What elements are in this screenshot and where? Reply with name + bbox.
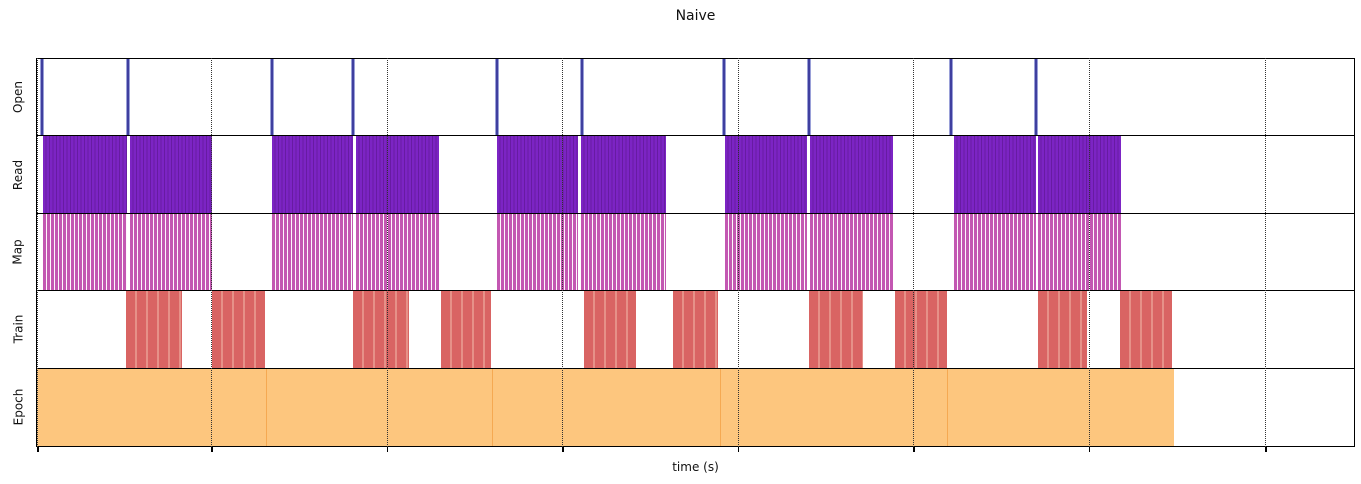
x-axis-ticks [36, 447, 1355, 453]
x-axis-label: time (s) [672, 460, 719, 474]
row-train-bars [37, 291, 1354, 368]
x-tick [913, 447, 915, 452]
y-axis-label-open: Open [3, 59, 33, 135]
open-bar [351, 59, 356, 136]
read-bar [42, 136, 127, 213]
train-bar [441, 291, 492, 368]
open-bar [806, 59, 811, 136]
y-axis-label-train: Train [3, 291, 33, 367]
row-open: Open [11, 59, 1354, 137]
train-bar [808, 291, 863, 368]
train-bar [1037, 291, 1088, 368]
read-bar [809, 136, 893, 213]
row-epoch: Epoch [11, 368, 1354, 446]
map-bar [725, 213, 807, 291]
y-axis-label-read: Read [3, 136, 33, 212]
x-tick [737, 447, 740, 452]
row-open-label: Open [11, 81, 25, 114]
map-bar [271, 213, 353, 291]
epoch-bar [719, 368, 947, 446]
open-bar [269, 59, 274, 136]
x-tick [1088, 447, 1091, 452]
epoch-bar [265, 368, 493, 446]
train-bar [353, 291, 410, 368]
open-bar [40, 59, 44, 136]
row-map-label: Map [10, 239, 25, 265]
epoch-bar [946, 368, 1175, 446]
x-tick [37, 447, 39, 452]
y-axis-label-map: Map [3, 214, 33, 290]
x-tick [562, 447, 564, 452]
row-train: Train [11, 291, 1354, 369]
row-epoch-label: Epoch [11, 388, 25, 426]
row-map: Map [11, 213, 1354, 292]
read-bar [581, 136, 666, 213]
train-bar [1120, 291, 1173, 368]
map-bar [809, 213, 893, 291]
read-bar [497, 136, 579, 213]
row-train-label: Train [10, 314, 25, 344]
open-bar [948, 59, 953, 136]
open-bar [721, 59, 726, 136]
row-map-bars [37, 213, 1354, 291]
read-bar [271, 136, 353, 213]
y-axis-label-epoch: Epoch [3, 369, 33, 446]
map-bar [42, 213, 127, 291]
read-bar [953, 136, 1036, 213]
map-bar [355, 213, 440, 291]
chart-title: Naive [675, 8, 716, 24]
row-read: Read [11, 136, 1354, 214]
map-bar [953, 213, 1036, 291]
read-bar [355, 136, 440, 213]
row-epoch-bars [37, 368, 1354, 446]
read-bar [129, 136, 212, 213]
map-bar [129, 213, 212, 291]
row-read-bars [37, 136, 1354, 213]
map-bar [497, 213, 579, 291]
row-read-label: Read [11, 159, 25, 190]
open-bar [580, 59, 585, 136]
train-bar [211, 291, 265, 368]
train-bar [125, 291, 182, 368]
read-bar [1038, 136, 1122, 213]
open-bar [495, 59, 500, 136]
read-bar [725, 136, 807, 213]
open-bar [1034, 59, 1039, 136]
map-bar [1038, 213, 1122, 291]
row-open-bars [37, 59, 1354, 136]
x-tick [211, 447, 213, 452]
plot-area: Open Read Map Train Epoch [11, 58, 1355, 447]
train-bar [894, 291, 947, 368]
open-bar [125, 59, 130, 136]
x-tick [1265, 447, 1267, 452]
epoch-bar [492, 368, 720, 446]
train-bar [584, 291, 637, 368]
epoch-bar [37, 368, 266, 446]
x-tick [386, 447, 389, 452]
train-bar [673, 291, 719, 368]
map-bar [581, 213, 666, 291]
